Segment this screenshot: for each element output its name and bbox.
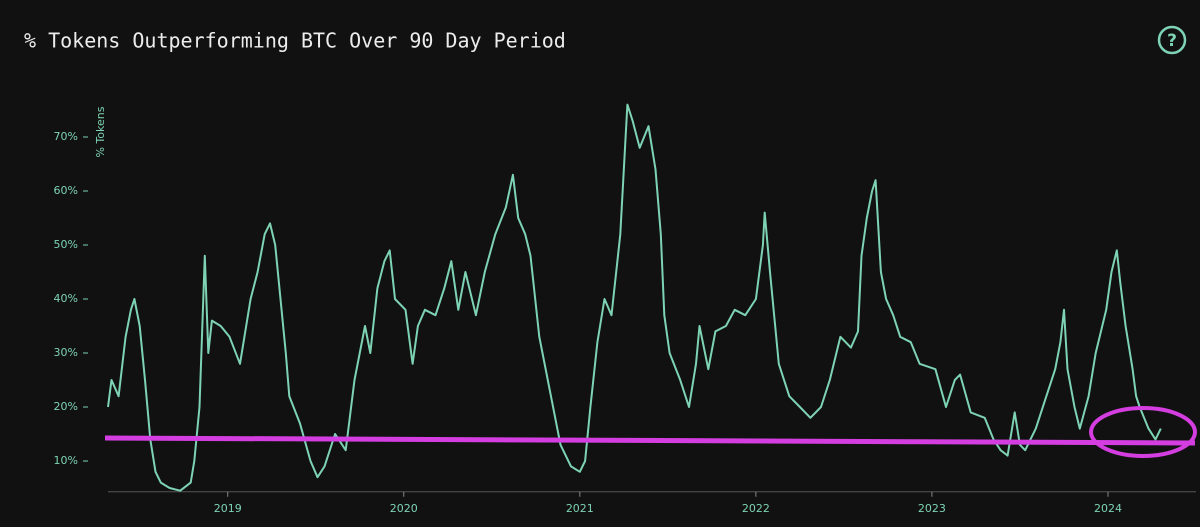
y-tick-label: 60% [54,184,78,197]
y-tick-label: 50% [54,238,78,251]
annotation-ellipse [1089,406,1197,458]
y-tick-label: 20% [54,400,78,413]
annotation-line [104,435,1196,446]
y-tick-label: 70% [54,130,78,143]
x-tick-label: 2019 [214,502,242,515]
help-icon-text[interactable]: ? [1167,31,1177,51]
x-tick-label: 2021 [566,502,594,515]
plot-area: 10% 20% 30% 40% 50% 60% 70% 2019 2020 2021 2022 202… [54,103,1196,515]
x-tick-label: 2023 [918,502,946,515]
x-tick-label: 2022 [742,502,770,515]
help-icon[interactable] [1157,25,1187,55]
x-tick-label: 2024 [1094,502,1122,515]
data-line [107,103,1162,492]
y-tick-label: 10% [54,454,78,467]
y-axis-label: % Tokens [94,106,107,157]
y-tick-label: 30% [54,346,78,359]
chart-title: % Tokens Outperforming BTC Over 90 Day P… [24,29,566,53]
x-tick-label: 2020 [390,502,418,515]
y-tick-label: 40% [54,292,78,305]
